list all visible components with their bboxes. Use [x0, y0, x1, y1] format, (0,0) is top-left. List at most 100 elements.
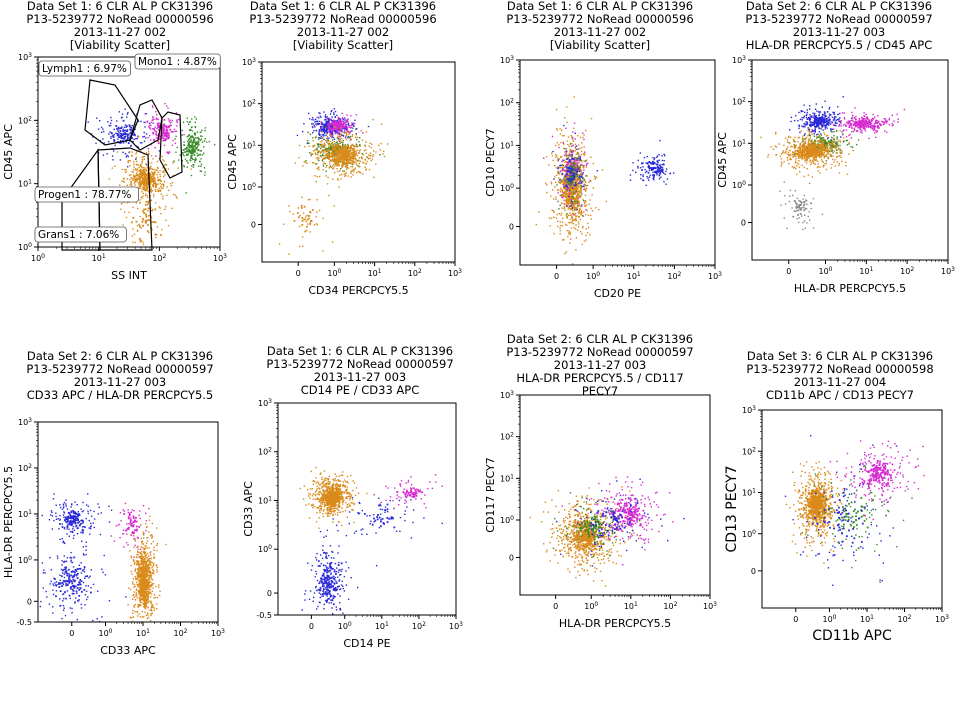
data-point — [347, 159, 350, 161]
data-point — [569, 200, 572, 203]
data-point — [823, 111, 826, 113]
data-point — [788, 135, 790, 138]
data-point — [123, 133, 125, 136]
data-point — [566, 140, 569, 142]
data-point — [820, 117, 823, 120]
data-point — [124, 124, 127, 126]
data-point — [655, 171, 657, 174]
data-point — [176, 121, 178, 124]
data-point — [819, 123, 821, 125]
data-point — [859, 128, 862, 131]
data-point — [822, 119, 825, 122]
data-point — [322, 126, 325, 129]
data-point — [815, 159, 817, 162]
data-point — [328, 151, 330, 154]
data-point — [571, 205, 573, 207]
data-point — [334, 120, 337, 122]
data-point — [342, 145, 344, 148]
data-point — [147, 204, 149, 206]
data-point — [312, 132, 314, 134]
data-point — [337, 135, 339, 138]
data-point — [130, 126, 133, 129]
data-point — [823, 165, 825, 167]
data-point — [566, 224, 568, 226]
data-point — [327, 139, 330, 141]
data-point — [856, 122, 859, 124]
data-point — [845, 136, 848, 138]
data-point — [346, 152, 349, 155]
data-point — [566, 167, 569, 170]
gate-label: Grans1 : 7.06% — [38, 229, 119, 241]
data-point — [151, 221, 153, 223]
data-point — [857, 122, 860, 125]
data-point — [134, 134, 136, 137]
data-point — [141, 156, 144, 159]
data-point — [163, 124, 165, 126]
data-point — [194, 161, 196, 163]
data-point — [874, 132, 876, 134]
title-line: Data Set 2: 6 CLR AL P CK31396 — [745, 0, 933, 13]
data-point — [561, 181, 563, 183]
gate-polygon[interactable] — [84, 79, 139, 146]
data-point — [303, 218, 305, 221]
data-point — [328, 146, 331, 149]
data-point — [331, 241, 334, 243]
data-point — [824, 114, 826, 116]
data-point — [329, 119, 331, 122]
data-point — [301, 219, 304, 222]
data-point — [585, 234, 587, 237]
data-point — [836, 122, 838, 124]
data-point — [813, 113, 816, 116]
data-point — [339, 138, 341, 140]
data-point — [658, 175, 660, 177]
data-point — [590, 207, 592, 209]
data-point — [154, 169, 156, 171]
data-point — [349, 125, 351, 127]
data-point — [332, 122, 335, 125]
data-point — [601, 169, 604, 171]
gate-polygon[interactable] — [159, 111, 183, 179]
data-point — [843, 129, 845, 131]
data-point — [319, 112, 321, 115]
data-point — [323, 129, 326, 131]
data-point — [344, 165, 347, 168]
data-point — [127, 136, 129, 139]
data-point — [112, 159, 114, 161]
data-point — [571, 142, 573, 145]
data-point — [570, 205, 573, 207]
data-point — [308, 142, 310, 144]
data-point — [556, 127, 558, 130]
data-point — [331, 150, 334, 153]
data-point — [322, 158, 324, 160]
data-point — [824, 112, 826, 115]
data-point — [140, 171, 142, 174]
data-point — [575, 173, 577, 175]
data-point — [155, 114, 158, 116]
data-point — [161, 129, 163, 132]
data-point — [877, 115, 879, 117]
data-point — [146, 164, 148, 166]
data-point — [558, 208, 560, 210]
data-point — [805, 153, 808, 155]
data-point — [545, 156, 548, 158]
data-point — [194, 137, 197, 139]
data-point — [575, 159, 578, 161]
data-point — [352, 174, 354, 176]
data-point — [845, 129, 848, 131]
title-line: P13-5239772 NoRead 00000596 — [506, 12, 694, 26]
data-point — [847, 123, 849, 125]
data-point — [827, 121, 830, 124]
data-point — [794, 153, 796, 156]
data-point — [864, 122, 867, 124]
data-point — [653, 174, 656, 176]
data-point — [814, 141, 816, 143]
data-point — [809, 141, 811, 143]
data-point — [141, 176, 144, 179]
data-point — [163, 171, 165, 174]
data-point — [307, 223, 309, 225]
data-point — [825, 120, 828, 123]
data-point — [572, 183, 574, 185]
data-point — [320, 123, 322, 125]
data-point — [559, 128, 561, 130]
data-point — [125, 168, 127, 171]
